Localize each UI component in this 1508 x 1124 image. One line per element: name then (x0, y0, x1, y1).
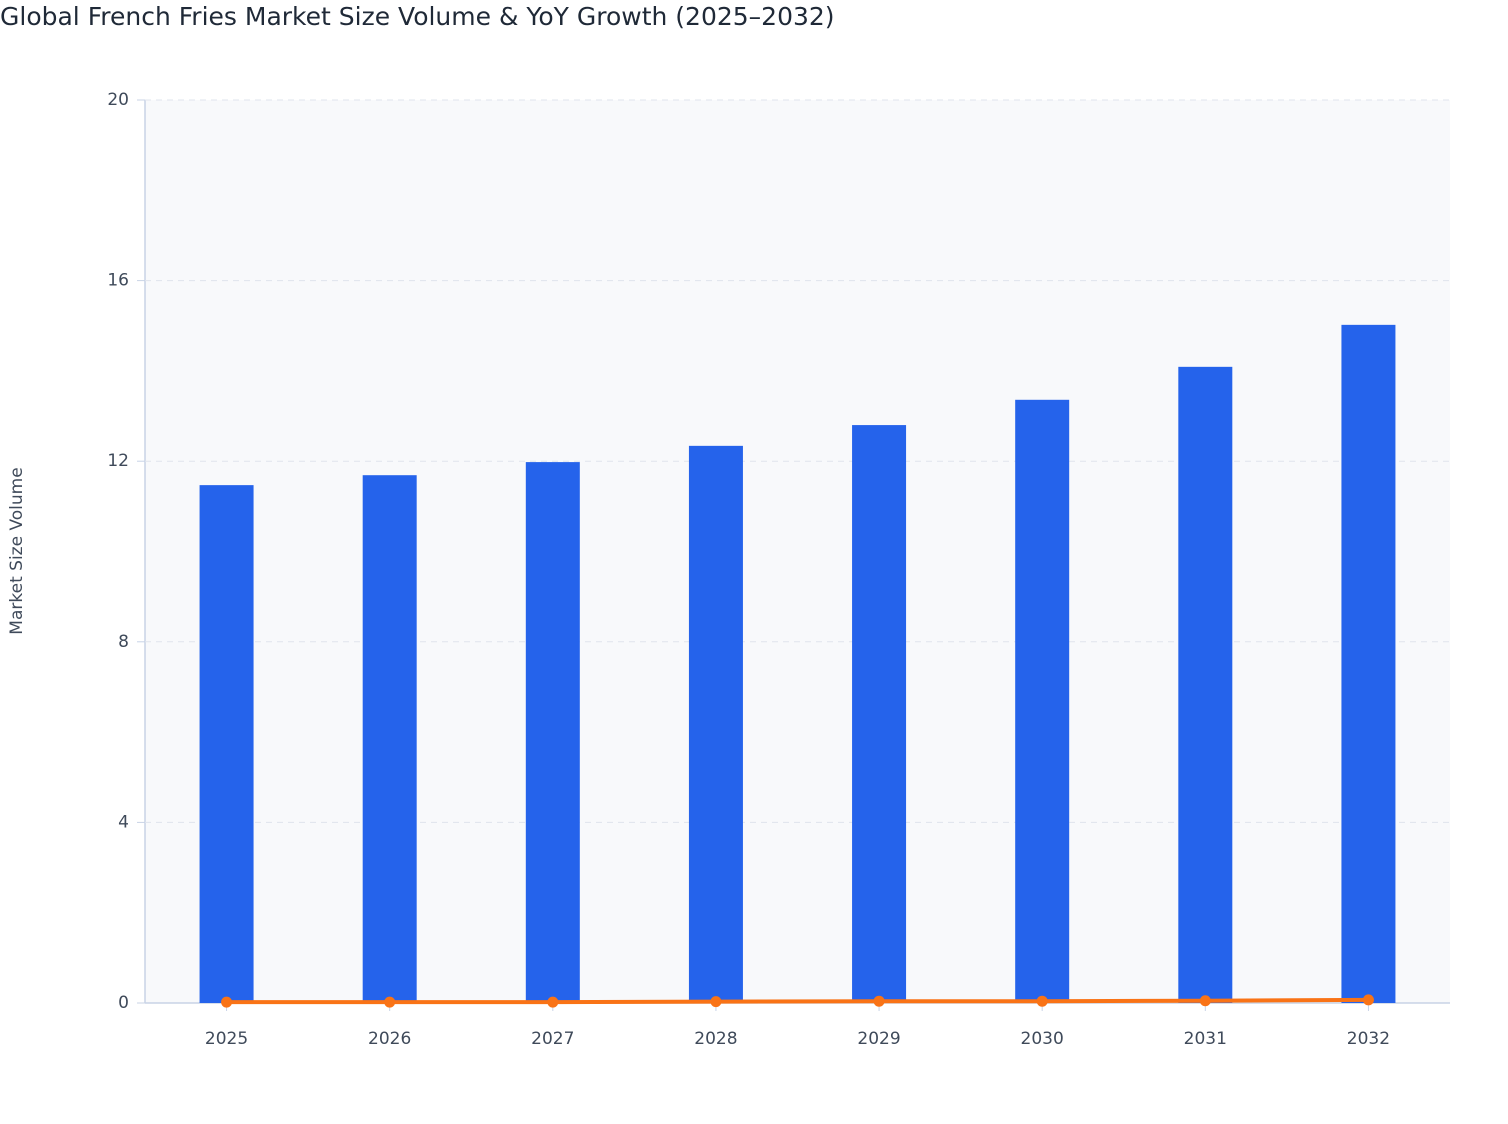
line-point (710, 996, 722, 1008)
x-tick-label: 2029 (857, 1029, 900, 1049)
y-tick-label: 0 (118, 993, 129, 1013)
line (226, 997, 1369, 1005)
x-tick-label: 2025 (205, 1029, 248, 1049)
bar (1341, 324, 1396, 1003)
bar (852, 425, 907, 1004)
y-tick-label: 12 (107, 451, 129, 471)
bar (199, 485, 254, 1003)
line-point (873, 995, 885, 1007)
y-tick-label: 16 (107, 271, 129, 291)
line-point (1036, 995, 1048, 1007)
bar (525, 462, 580, 1003)
chart-title: Global French Fries Market Size Volume &… (0, 2, 835, 31)
bar (1178, 366, 1233, 1003)
x-tick-label: 2026 (368, 1029, 411, 1049)
x-tick-label: 2030 (1021, 1029, 1064, 1049)
line-point (1199, 995, 1211, 1007)
x-tick-label: 2027 (531, 1029, 574, 1049)
x-tick-label: 2032 (1347, 1029, 1390, 1049)
line-point (1362, 994, 1374, 1006)
plot-background (145, 100, 1450, 1003)
bar (688, 445, 743, 1003)
line-point (384, 996, 396, 1008)
y-tick-label: 20 (107, 90, 129, 110)
y-axis-label: Market Size Volume (7, 467, 27, 634)
line-point (221, 996, 233, 1008)
line-point (547, 996, 559, 1008)
bar (1015, 399, 1070, 1003)
bar (362, 475, 417, 1003)
y-tick-label: 8 (118, 632, 129, 652)
x-tick-label: 2031 (1184, 1029, 1227, 1049)
y-tick-label: 4 (118, 812, 129, 832)
x-tick-label: 2028 (694, 1029, 737, 1049)
